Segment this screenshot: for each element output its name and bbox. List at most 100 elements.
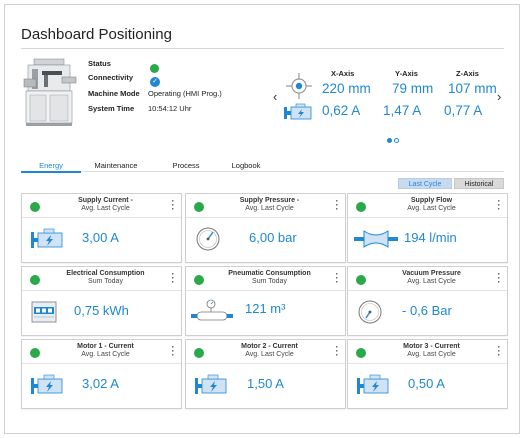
status-ok-indicator [194, 202, 204, 212]
card-value: 194 l/min [404, 230, 457, 245]
status-ok-indicator [356, 202, 366, 212]
card-divider [22, 363, 181, 364]
more-options-icon[interactable]: · · · [335, 269, 339, 287]
more-options-icon[interactable]: · · · [171, 269, 175, 287]
more-options-icon[interactable]: · · · [497, 196, 501, 214]
motor-current-icon [195, 374, 227, 394]
card-motor-3-current: Motor 3 - Current Avg. Last Cycle · · · 0,… [347, 339, 508, 409]
card-value: 0,75 kWh [74, 303, 129, 318]
card-divider [186, 217, 345, 218]
status-row: Status [88, 59, 111, 68]
motor-current-icon [357, 374, 389, 394]
card-title: Electrical Consumption [66, 270, 145, 277]
z-axis-current: 0,77 A [444, 103, 483, 118]
card-title: Motor 3 - Current [403, 343, 460, 350]
card-divider [186, 363, 345, 364]
pager-dot[interactable] [394, 138, 399, 143]
machine-image [23, 58, 77, 126]
card-supply-current: Supply Current - Avg. Last Cycle · · · 3,0… [21, 193, 182, 263]
z-axis-position: 107 mm [448, 81, 497, 96]
motor-current-icon [31, 228, 63, 248]
energy-meter-icon [31, 301, 57, 323]
page-title: Dashboard Positioning [21, 26, 172, 43]
card-title: Vacuum Pressure [402, 270, 461, 277]
last-cycle-button[interactable]: Last Cycle [398, 178, 452, 189]
vacuum-gauge-icon [358, 300, 382, 324]
prev-arrow-button[interactable]: ‹ [273, 89, 278, 104]
card-value: 121 m³ [245, 301, 286, 316]
card-divider [348, 363, 507, 364]
card-title: Pneumatic Consumption [228, 270, 311, 277]
system-time-row: System Time 10:54:12 Uhr [88, 104, 248, 113]
card-subtitle: Avg. Last Cycle [407, 278, 456, 285]
flow-valve-icon [354, 230, 398, 248]
card-title: Supply Flow [410, 197, 453, 204]
tab-energy[interactable]: Energy [21, 161, 81, 173]
card-pneumatic-consumption: Pneumatic Consumption Sum Today · · · 121 … [185, 266, 346, 336]
more-options-icon[interactable]: · · · [497, 342, 501, 360]
card-divider [22, 217, 181, 218]
card-title: Supply Pressure - [239, 197, 300, 204]
x-axis-current: 0,62 A [322, 103, 361, 118]
tab-process[interactable]: Process [172, 161, 200, 170]
motor-current-icon [31, 374, 63, 394]
x-axis-label: X-Axis [331, 69, 355, 78]
status-ok-indicator [356, 275, 366, 285]
card-divider [348, 290, 507, 291]
pager-dot-active[interactable] [387, 138, 392, 143]
status-ok-indicator [30, 202, 40, 212]
more-options-icon[interactable]: · · · [171, 342, 175, 360]
status-ok-indicator [30, 348, 40, 358]
machine-mode-value: Operating (HMI Prog.) [148, 89, 222, 98]
card-subtitle: Avg. Last Cycle [245, 205, 294, 212]
machine-mode-row: Machine Mode Operating (HMI Prog.) [88, 89, 248, 98]
y-axis-position: 79 mm [392, 81, 434, 96]
card-divider [348, 217, 507, 218]
card-subtitle: Avg. Last Cycle [407, 205, 456, 212]
card-subtitle: Avg. Last Cycle [81, 351, 130, 358]
more-options-icon[interactable]: · · · [171, 196, 175, 214]
next-arrow-button[interactable]: › [497, 89, 502, 104]
status-ok-indicator [30, 275, 40, 285]
card-title: Motor 1 - Current [77, 343, 134, 350]
y-axis-current: 1,47 A [383, 103, 422, 118]
card-value: 3,02 A [82, 376, 119, 391]
more-options-icon[interactable]: · · · [335, 342, 339, 360]
card-value: 6,00 bar [249, 230, 297, 245]
air-consumption-icon [191, 299, 233, 321]
status-ok-indicator [194, 348, 204, 358]
pressure-gauge-icon [196, 227, 220, 251]
title-divider [21, 48, 504, 49]
connectivity-label: Connectivity [88, 73, 134, 82]
card-divider [186, 290, 345, 291]
tab-bar: Energy Maintenance Process Logbook [21, 161, 504, 173]
more-options-icon[interactable]: · · · [335, 196, 339, 214]
connectivity-row: Connectivity [88, 73, 133, 82]
card-value: 0,50 A [408, 376, 445, 391]
status-ok-indicator [150, 64, 159, 73]
card-title: Supply Current - [78, 197, 133, 204]
card-title: Motor 2 - Current [241, 343, 298, 350]
card-subtitle: Sum Today [88, 278, 123, 285]
card-subtitle: Avg. Last Cycle [407, 351, 456, 358]
historical-button[interactable]: Historical [454, 178, 504, 189]
z-axis-label: Z-Axis [456, 69, 479, 78]
card-value: 1,50 A [247, 376, 284, 391]
card-vacuum-pressure: Vacuum Pressure Avg. Last Cycle · · · - 0,… [347, 266, 508, 336]
tab-maintenance[interactable]: Maintenance [94, 161, 138, 170]
card-supply-pressure: Supply Pressure - Avg. Last Cycle · · · 6,… [185, 193, 346, 263]
card-divider [22, 290, 181, 291]
y-axis-label: Y-Axis [395, 69, 418, 78]
card-subtitle: Avg. Last Cycle [81, 205, 130, 212]
card-value: - 0,6 Bar [402, 303, 452, 318]
card-subtitle: Sum Today [252, 278, 287, 285]
card-value: 3,00 A [82, 230, 119, 245]
tab-logbook[interactable]: Logbook [231, 161, 261, 170]
carousel-pager [387, 130, 401, 148]
card-subtitle: Avg. Last Cycle [245, 351, 294, 358]
card-motor-2-current: Motor 2 - Current Avg. Last Cycle · · · 1,… [185, 339, 346, 409]
more-options-icon[interactable]: · · · [497, 269, 501, 287]
card-supply-flow: Supply Flow Avg. Last Cycle · · · 194 l/mi… [347, 193, 508, 263]
machine-mode-label: Machine Mode [88, 89, 140, 98]
x-axis-position: 220 mm [322, 81, 371, 96]
